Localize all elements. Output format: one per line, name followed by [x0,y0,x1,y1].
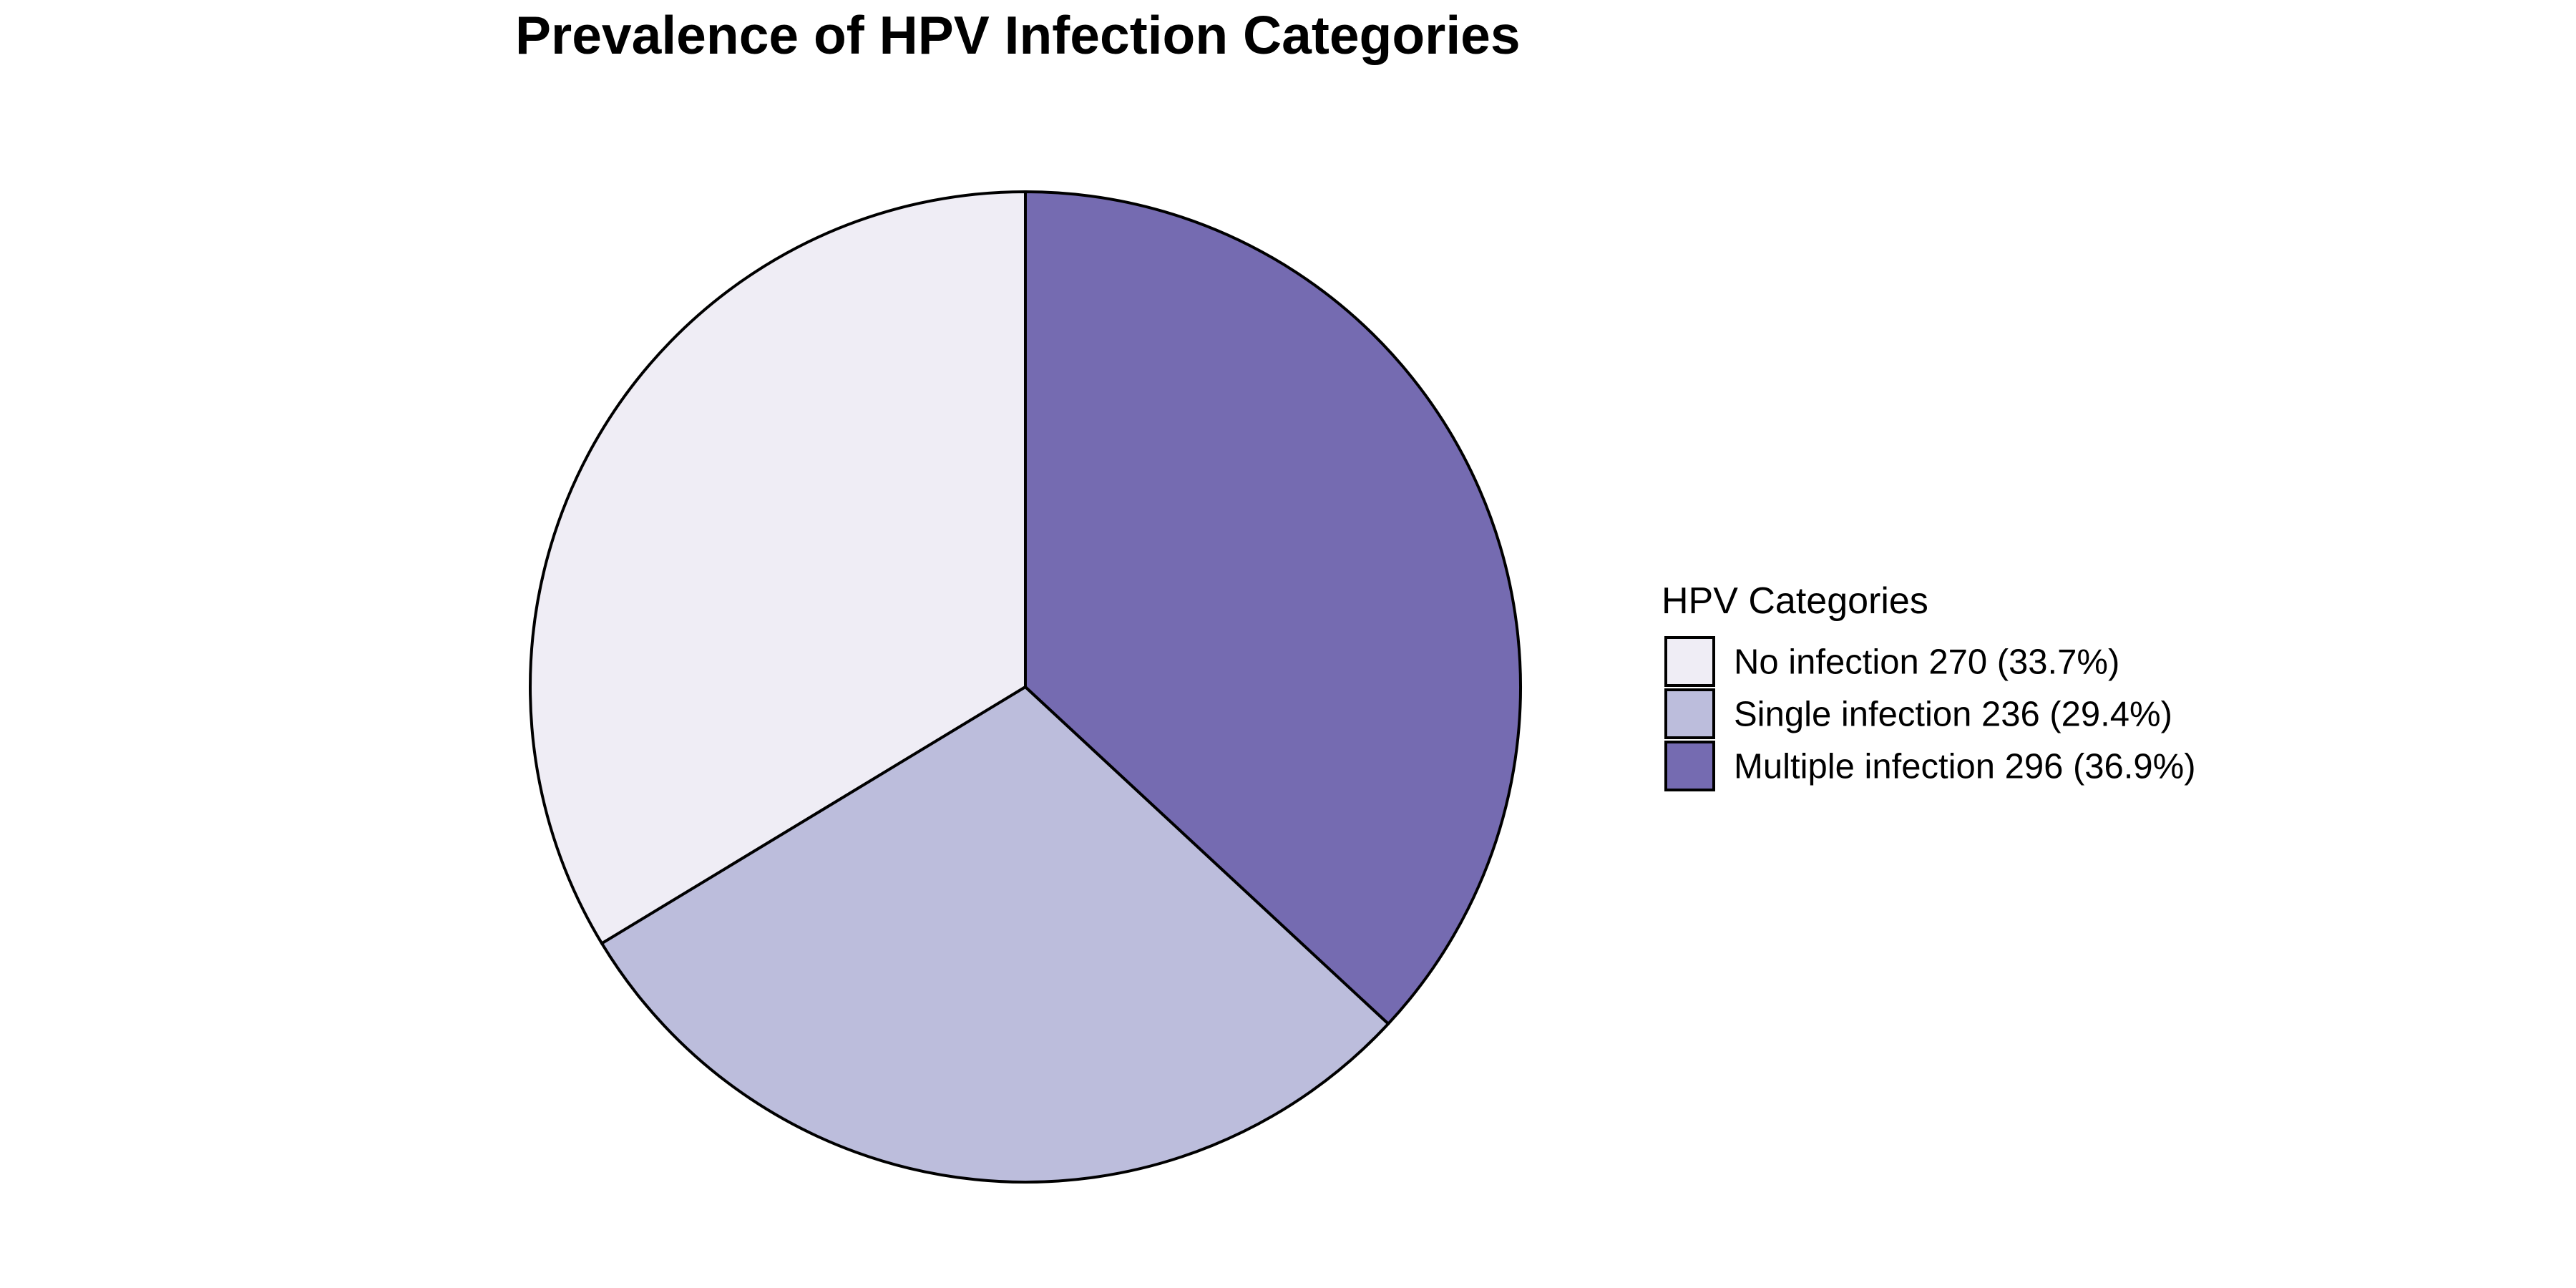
pie-slice-1 [529,190,1027,945]
pie-slice-3 [1024,190,1522,1025]
legend-key-1 [1664,636,1715,687]
legend: HPV Categories No infection 270 (33.7%) S… [1662,580,2196,791]
legend-label-2: Single infection 236 (29.4%) [1734,696,2172,734]
pie-slice-2 [600,686,1390,1184]
legend-label-1: No infection 270 (33.7%) [1734,643,2119,682]
legend-title: HPV Categories [1662,580,1928,622]
legend-label-3: Multiple infection 296 (36.9%) [1734,748,2196,786]
pie-slices [529,190,1522,1184]
chart-title: Prevalence of HPV Infection Categories [515,5,1521,65]
legend-key-3 [1664,741,1715,791]
legend-key-2 [1664,688,1715,739]
